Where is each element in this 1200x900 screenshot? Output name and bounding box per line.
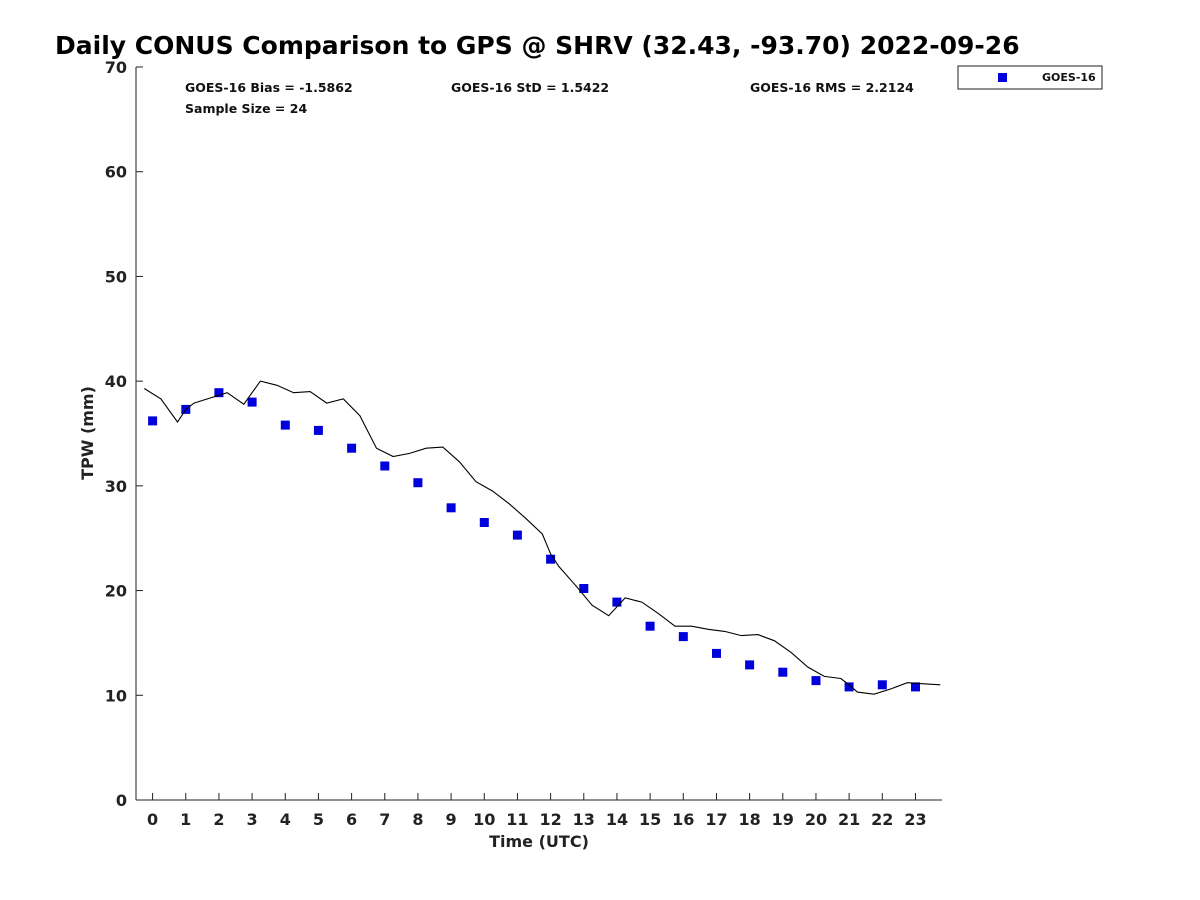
goes16-point [347, 443, 357, 453]
y-axis-ticks: 0 10 20 30 40 50 60 70 [105, 58, 143, 810]
y-axis-label: TPW (mm) [78, 386, 97, 480]
goes16-point [546, 554, 556, 564]
x-axis-ticks: 0 1 2 3 4 5 6 7 8 9 10 11 12 13 14 15 16 17 18 19 20 21 22 23 [147, 793, 927, 829]
chart-title: Daily CONUS Comparison to GPS @ SHRV (32… [55, 31, 1020, 60]
goes16-point [313, 425, 323, 435]
legend: GOES-16 [957, 65, 1103, 90]
goes16-point [579, 584, 589, 593]
goes16-point [678, 632, 688, 642]
x-tick-label: 1 [180, 810, 191, 829]
x-tick-label: 22 [871, 810, 893, 829]
y-tick-label: 50 [105, 267, 127, 286]
x-tick-label: 21 [838, 810, 860, 829]
goes16-point [479, 518, 489, 527]
goes16-point [911, 682, 920, 692]
y-tick-label: 70 [105, 58, 127, 77]
y-tick-label: 30 [105, 477, 127, 496]
x-tick-label: 19 [772, 810, 794, 829]
goes16-point [645, 621, 655, 631]
y-tick-label: 20 [105, 582, 127, 601]
x-tick-label: 12 [539, 810, 561, 829]
x-tick-label: 18 [738, 810, 760, 829]
x-tick-label: 13 [573, 810, 595, 829]
gps-tpw-line [144, 380, 941, 695]
x-tick-label: 4 [280, 810, 291, 829]
goes16-point [247, 397, 257, 407]
x-tick-label: 20 [805, 810, 827, 829]
x-tick-label: 14 [606, 810, 628, 829]
y-tick-label: 40 [105, 372, 127, 391]
goes16-point [280, 420, 290, 430]
series-layer [144, 380, 941, 695]
goes16-point [446, 503, 456, 513]
plot-area [136, 67, 942, 800]
stat-rms: GOES-16 RMS = 2.2124 [750, 80, 914, 95]
goes16-point [413, 478, 423, 488]
x-tick-label: 9 [446, 810, 457, 829]
x-tick-label: 5 [313, 810, 324, 829]
x-tick-label: 23 [904, 810, 926, 829]
x-tick-label: 2 [213, 810, 224, 829]
goes16-point [877, 680, 887, 690]
stat-sample-size: Sample Size = 24 [185, 101, 307, 116]
stat-bias: GOES-16 Bias = -1.5862 [185, 80, 353, 95]
y-tick-label: 60 [105, 163, 127, 182]
goes16-point [148, 416, 158, 426]
x-tick-label: 11 [506, 810, 528, 829]
x-tick-label: 7 [379, 810, 390, 829]
goes16-point [811, 676, 821, 686]
y-tick-label: 0 [116, 791, 127, 810]
x-axis-label: Time (UTC) [489, 832, 589, 851]
legend-marker-goes16 [998, 73, 1007, 82]
goes16-point [745, 660, 755, 670]
goes16-point [612, 597, 622, 607]
stat-std: GOES-16 StD = 1.5422 [451, 80, 609, 95]
goes16-point [778, 667, 788, 677]
y-tick-label: 10 [105, 686, 127, 705]
legend-box [957, 65, 1103, 90]
x-tick-label: 6 [346, 810, 357, 829]
goes16-point [512, 530, 522, 540]
x-tick-label: 0 [147, 810, 158, 829]
goes16-point [214, 388, 224, 398]
goes16-point [380, 461, 390, 471]
x-tick-label: 17 [705, 810, 727, 829]
legend-label-goes16: GOES-16 [1042, 71, 1096, 84]
x-tick-label: 10 [473, 810, 495, 829]
x-tick-label: 3 [247, 810, 258, 829]
x-tick-label: 8 [412, 810, 423, 829]
x-tick-label: 16 [672, 810, 694, 829]
goes16-point [712, 648, 721, 658]
x-tick-label: 15 [639, 810, 661, 829]
goes16-point [844, 682, 854, 692]
